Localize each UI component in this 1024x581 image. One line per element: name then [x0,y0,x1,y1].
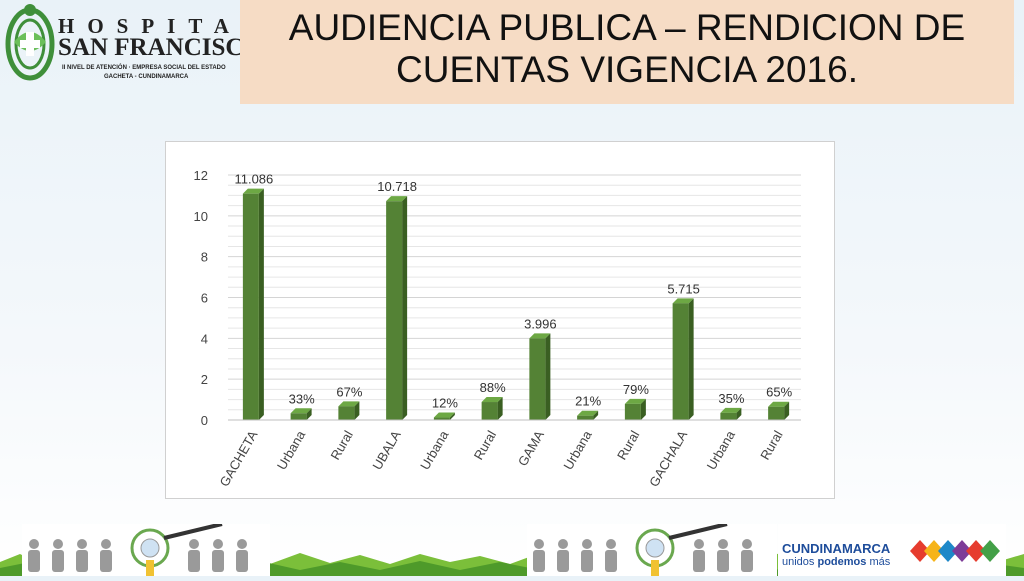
chart-container: 0 2 4 6 8 10 12 11.086 GACHETA 33% Urbana 67% Rural 1… [165,141,835,499]
data-label: 11.086 [234,172,273,187]
x-tick-label: UBALA [369,428,403,473]
hospital-logo: HOSPITAL SAN FRANCISCO II NIVEL DE ATENC… [0,0,263,92]
data-label: 5.715 [667,281,700,296]
bar-side [306,408,312,420]
bar-top [529,333,551,339]
bar-side [402,196,408,420]
hospital-emblem-icon [5,4,55,81]
x-tick-label: Rural [614,428,643,463]
logo-line-level: II NIVEL DE ATENCIÓN · EMPRESA SOCIAL DE… [62,65,226,71]
x-tick-label: GACHALA [646,428,690,490]
people-chain-icon [533,522,753,576]
bar [338,406,355,420]
bar [720,412,737,420]
bar-top [433,412,455,418]
bar-side [784,401,790,420]
bar [577,415,594,420]
brand-pattern-icon [910,540,1000,562]
y-tick-label: 2 [201,372,208,387]
y-tick-label: 6 [201,291,208,306]
bar-side [354,401,360,420]
bar-top [624,398,646,404]
brand-name: CUNDINAMARCA [782,541,891,556]
bar-top [672,298,694,304]
data-label: 33% [289,391,315,406]
bar-side [593,410,599,420]
logo-line-san-francisco: SAN FRANCISCO [58,34,263,61]
x-tick-label: Urbana [274,427,309,472]
data-label: 65% [766,385,792,400]
data-label: 88% [480,380,506,395]
bar-top [720,407,742,413]
bar [386,201,403,420]
bar-top [242,188,264,194]
x-tick-label: Urbana [560,427,595,472]
y-tick-label: 10 [194,209,208,224]
logo-line-location: GACHETA - CUNDINAMARCA [104,74,189,80]
bar [433,417,450,420]
logo-line-hospital: HOSPITAL [58,14,269,38]
bar-top [768,401,790,407]
bar-top [577,410,599,416]
people-chain-icon [28,522,248,576]
brand-slogan-end: más [866,556,891,568]
bar [290,413,307,420]
cundinamarca-brand: CUNDINAMARCA unidos podemos más [778,524,1006,576]
bar [481,402,498,420]
data-label: 3.996 [524,316,557,331]
data-label: 67% [336,384,362,399]
y-tick-label: 4 [201,331,208,346]
data-label: 35% [718,391,744,406]
x-tick-label: Rural [327,428,356,463]
bar-chart: 0 2 4 6 8 10 12 11.086 GACHETA 33% Urbana 67% Rural 1… [194,168,801,490]
page-title: AUDIENCIA PUBLICA – RENDICION DE CUENTAS… [288,7,966,90]
bar-side [497,397,503,420]
footer-people-image-right [527,522,777,576]
bar-top [338,401,360,407]
brand-slogan: unidos podemos más [782,556,890,568]
bar-side [449,412,455,420]
bar-top [481,397,503,403]
bar-side [545,333,551,420]
x-tick-label: GACHETA [217,428,261,489]
bar [672,303,689,420]
bar [768,406,785,420]
x-tick-label: GAMA [515,428,547,469]
bar-side [258,188,264,420]
x-tick-label: Rural [471,428,500,463]
bar [624,403,641,420]
data-label: 12% [432,396,458,411]
bar-side [736,407,742,420]
data-label: 79% [623,382,649,397]
bar-side [640,398,646,420]
title-banner: AUDIENCIA PUBLICA – RENDICION DE CUENTAS… [240,0,1014,104]
brand-slogan-start: unidos [782,556,818,568]
x-tick-label: Rural [757,428,786,463]
data-label: 10.718 [377,179,417,194]
y-tick-label: 8 [201,250,208,265]
bar [529,338,546,420]
data-label: 21% [575,394,601,409]
y-tick-label: 0 [201,413,208,428]
bar [242,193,259,420]
bar-side [688,298,694,420]
x-tick-label: Urbana [704,427,739,472]
brand-slogan-bold: podemos [817,556,867,568]
y-tick-label: 12 [194,168,208,183]
bar-top [290,408,312,414]
footer-people-image-left [22,522,270,576]
x-tick-label: Urbana [417,427,452,472]
bar-top [386,196,408,202]
